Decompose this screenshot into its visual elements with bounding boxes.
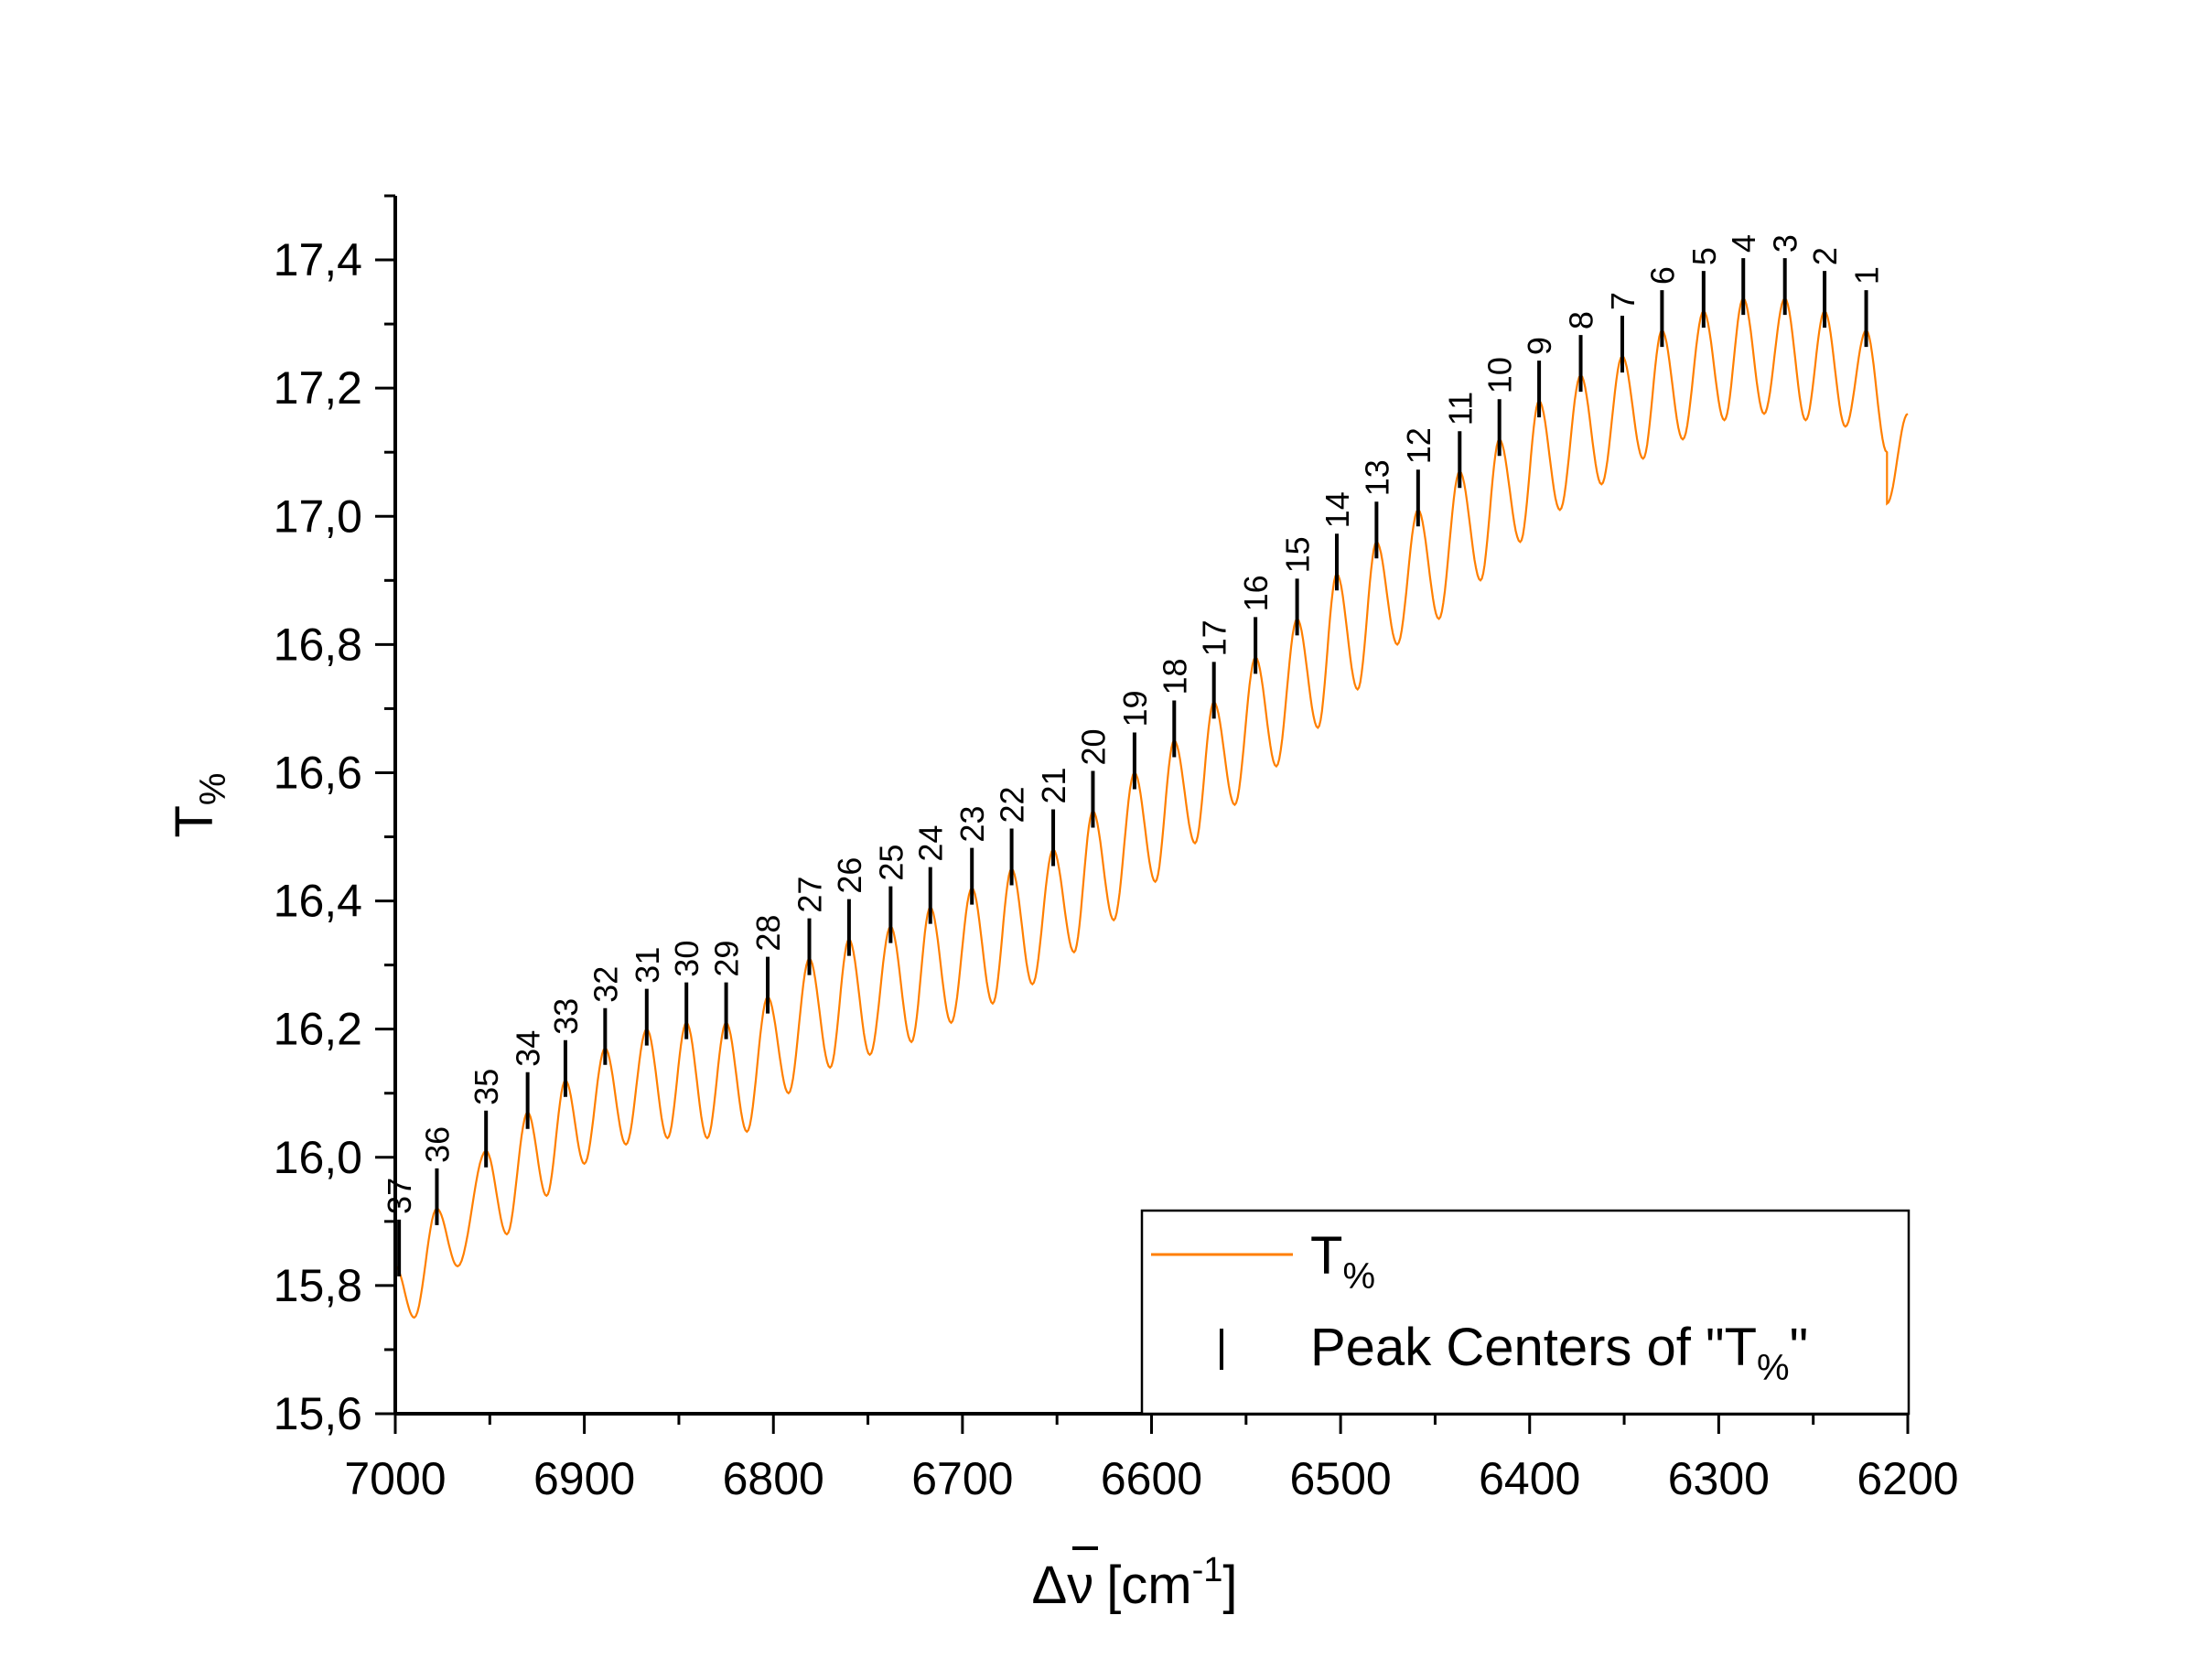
peak-label: 2	[1806, 247, 1844, 265]
peak-label: 26	[831, 857, 868, 894]
peak-label: 20	[1074, 728, 1112, 765]
series-t-percent	[394, 296, 1909, 1319]
peak-label: 3	[1767, 234, 1804, 253]
peak-label: 9	[1521, 337, 1558, 355]
y-tick-label: 15,6	[274, 1388, 362, 1439]
y-tick-label: 17,4	[274, 234, 362, 285]
x-tick-label: 7000	[344, 1453, 446, 1504]
y-tick-label: 16,8	[274, 619, 362, 670]
peak-label: 15	[1279, 536, 1317, 573]
peak-label: 21	[1035, 767, 1072, 803]
peak-label: 12	[1400, 427, 1437, 464]
peak-label: 37	[381, 1178, 418, 1214]
x-ticks: 7000 6900 6800 6700 6600 6500 6400 6300 6200	[344, 1414, 1959, 1504]
peak-label: 22	[994, 787, 1031, 824]
peak-label: 16	[1237, 575, 1275, 611]
peak-label: 35	[468, 1069, 505, 1105]
peak-label: 17	[1196, 619, 1233, 656]
peak-label: 28	[749, 915, 787, 952]
legend-entry-t-percent: T%	[1310, 1226, 1375, 1297]
y-tick-label: 17,2	[274, 362, 362, 414]
y-tick-label: 16,6	[274, 747, 362, 798]
y-tick-label: 16,4	[274, 876, 362, 927]
legend-entry-peak-centers: Peak Centers of "T%"	[1310, 1318, 1808, 1388]
peak-label: 23	[953, 806, 991, 843]
peak-label: 1	[1848, 266, 1886, 285]
peak-label: 31	[629, 947, 666, 984]
x-tick-label: 6500	[1290, 1453, 1392, 1504]
peak-label: 10	[1481, 357, 1519, 393]
peak-label: 36	[418, 1126, 456, 1163]
peak-label: 8	[1563, 311, 1600, 329]
x-tick-label: 6900	[533, 1453, 635, 1504]
peak-label: 7	[1604, 292, 1642, 310]
peak-label: 27	[791, 877, 829, 913]
legend-box	[1140, 1209, 1911, 1416]
series-line	[394, 296, 1909, 1319]
x-tick-label: 6600	[1101, 1453, 1202, 1504]
peak-label: 34	[510, 1030, 547, 1067]
peak-label: 4	[1725, 234, 1762, 253]
legend: T% Peak Centers of "T%"	[1140, 1209, 1911, 1416]
peak-label: 25	[872, 845, 910, 881]
peak-label: 24	[912, 825, 950, 862]
y-tick-label: 17,0	[274, 490, 362, 542]
y-tick-label: 15,8	[274, 1260, 362, 1311]
peak-label: 5	[1685, 247, 1723, 265]
y-axis-title: T%	[165, 772, 233, 837]
peak-label: 33	[547, 998, 585, 1035]
x-tick-label: 6400	[1479, 1453, 1580, 1504]
x-tick-label: 6200	[1857, 1453, 1958, 1504]
x-axis-title: Δν [cm-1]	[1031, 1551, 1237, 1615]
peak-label: 32	[587, 966, 624, 1003]
y-ticks: 15,6 15,8 16,0 16,2 16,4 16,6 16,8 17,0 17,2 17,4	[274, 194, 395, 1439]
peak-label: 13	[1358, 459, 1395, 496]
peak-label: 14	[1319, 491, 1356, 528]
x-tick-label: 6700	[911, 1453, 1013, 1504]
x-tick-label: 6800	[723, 1453, 824, 1504]
peak-label: 18	[1156, 658, 1193, 695]
peak-label: 6	[1643, 266, 1681, 285]
peak-label: 29	[708, 941, 746, 977]
y-tick-label: 16,0	[274, 1132, 362, 1183]
peak-label: 19	[1116, 690, 1154, 727]
peak-centers: 1234567891011121314151617181920212223242…	[381, 234, 1886, 1276]
x-tick-label: 6300	[1668, 1453, 1770, 1504]
peak-label: 11	[1441, 392, 1479, 425]
peak-label: 30	[668, 941, 705, 977]
y-tick-label: 16,2	[274, 1004, 362, 1055]
